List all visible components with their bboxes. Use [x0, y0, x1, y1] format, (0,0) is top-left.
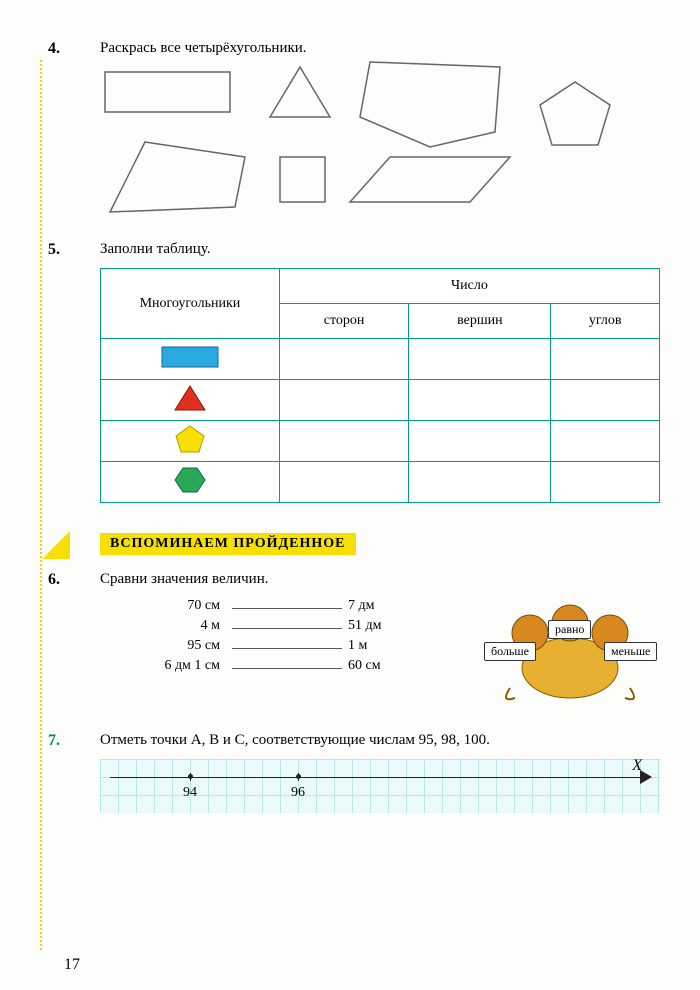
table-row — [101, 380, 660, 421]
task-6: 6. Сравни значения величин. 70 см 7 дм4 … — [60, 571, 660, 708]
task-7-number: 7. — [48, 732, 60, 750]
tick-label: 94 — [183, 785, 197, 801]
shape-cell-hexagon — [101, 462, 280, 503]
review-section: ВСПОМИНАЕМ ПРОЙДЕННОЕ — [60, 533, 660, 563]
cell-vertices[interactable] — [409, 380, 551, 421]
col-angles: углов — [551, 304, 660, 339]
task-7-instruction: Отметь точки A, B и C, соответствующие ч… — [100, 732, 660, 749]
compare-right: 51 дм — [348, 618, 408, 634]
compare-right: 7 дм — [348, 598, 408, 614]
col-vertices: вершин — [409, 304, 551, 339]
outline-square — [280, 157, 325, 202]
cell-vertices[interactable] — [409, 462, 551, 503]
label-less: меньше — [604, 642, 657, 661]
outline-quad — [110, 142, 245, 212]
cell-vertices[interactable] — [409, 339, 551, 380]
review-title: ВСПОМИНАЕМ ПРОЙДЕННОЕ — [100, 533, 356, 555]
page-number: 17 — [64, 956, 80, 974]
compare-row: 95 см 1 м — [100, 638, 480, 654]
table-row — [101, 421, 660, 462]
dragon-illustration: равно больше меньше — [480, 598, 660, 708]
compare-left: 70 см — [100, 598, 226, 614]
outline-pentagon — [540, 82, 610, 145]
col-group-number: Число — [279, 269, 659, 304]
task-5-instruction: Заполни таблицу. — [100, 241, 660, 258]
table-row — [101, 339, 660, 380]
shape-cell-pentagon — [101, 421, 280, 462]
compare-row: 70 см 7 дм — [100, 598, 480, 614]
task-5: 5. Заполни таблицу. Многоугольники Число… — [60, 241, 660, 503]
task-7: 7. Отметь точки A, B и C, соответствующи… — [60, 732, 660, 813]
review-marker-icon — [42, 531, 70, 559]
outline-triangle — [270, 67, 330, 117]
tick-dot — [296, 774, 301, 779]
cell-angles[interactable] — [551, 421, 660, 462]
compare-right: 1 м — [348, 638, 408, 654]
outline-pentagon-irr — [360, 62, 500, 147]
shape-cell-triangle — [101, 380, 280, 421]
shape-cell-rect — [101, 339, 280, 380]
tick-dot — [188, 774, 193, 779]
cell-sides[interactable] — [279, 421, 408, 462]
polygon-table: Многоугольники Число сторон вершин углов — [100, 268, 660, 503]
compare-left: 6 дм 1 см — [100, 658, 226, 674]
label-equal: равно — [548, 620, 591, 639]
cell-sides[interactable] — [279, 339, 408, 380]
number-line: X 94 96 — [100, 759, 660, 813]
label-greater: больше — [484, 642, 536, 661]
compare-row: 4 м 51 дм — [100, 618, 480, 634]
cell-angles[interactable] — [551, 339, 660, 380]
axis-label: X — [632, 757, 642, 775]
compare-left: 4 м — [100, 618, 226, 634]
cell-vertices[interactable] — [409, 421, 551, 462]
task-6-instruction: Сравни значения величин. — [100, 571, 660, 588]
table-row — [101, 462, 660, 503]
compare-blank[interactable] — [232, 608, 342, 609]
compare-left: 95 см — [100, 638, 226, 654]
task-4-number: 4. — [48, 40, 60, 58]
task-5-number: 5. — [48, 241, 60, 259]
task-4-shapes — [100, 67, 660, 217]
outline-parallelogram — [350, 157, 510, 202]
task-6-number: 6. — [48, 571, 60, 589]
tick-label: 96 — [291, 785, 305, 801]
cell-sides[interactable] — [279, 462, 408, 503]
task-4-instruction: Раскрась все четырёхугольники. — [100, 40, 660, 57]
compare-blank[interactable] — [232, 628, 342, 629]
task-4: 4. Раскрась все четырёхугольники. — [60, 40, 660, 217]
col-sides: сторон — [279, 304, 408, 339]
compare-blank[interactable] — [232, 668, 342, 669]
compare-right: 60 см — [348, 658, 408, 674]
cell-angles[interactable] — [551, 462, 660, 503]
cell-angles[interactable] — [551, 380, 660, 421]
col-polygons: Многоугольники — [101, 269, 280, 339]
compare-blank[interactable] — [232, 648, 342, 649]
compare-row: 6 дм 1 см 60 см — [100, 658, 480, 674]
cell-sides[interactable] — [279, 380, 408, 421]
outline-rect — [105, 72, 230, 112]
